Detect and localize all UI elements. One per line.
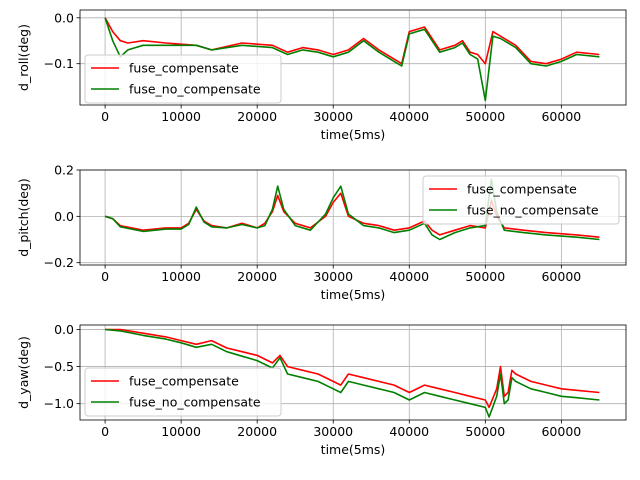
series-line-fuse_no_compensate [104, 17, 600, 102]
x-axis-label: time(5ms) [321, 442, 386, 457]
y-tick-label: −0.2 [44, 255, 74, 270]
y-axis-label: d_roll(deg) [16, 24, 31, 91]
x-tick-label: 50000 [465, 269, 505, 284]
legend-box [422, 175, 620, 225]
legend-label: fuse_compensate [467, 182, 577, 197]
x-tick-label: 0 [101, 424, 109, 439]
legend-label: fuse_no_compensate [129, 82, 261, 97]
series-line-fuse_compensate [105, 328, 600, 409]
x-tick-label: 60000 [541, 424, 581, 439]
x-tick-label: 60000 [541, 109, 581, 124]
x-tick-label: 10000 [161, 269, 201, 284]
x-tick-label: 50000 [465, 424, 505, 439]
x-tick-label: 30000 [313, 424, 353, 439]
legend: fuse_compensate fuse_no_compensate [422, 175, 620, 225]
y-tick-label: 0.0 [54, 322, 74, 337]
x-tick-label: 40000 [389, 109, 429, 124]
x-axis-label: time(5ms) [321, 127, 386, 142]
legend-box [84, 367, 282, 417]
x-tick-label: 60000 [541, 269, 581, 284]
x-axis-label: time(5ms) [321, 287, 386, 302]
x-tick-label: 10000 [161, 424, 201, 439]
y-axis-label: d_pitch(deg) [16, 178, 31, 257]
axes-frame [79, 169, 627, 266]
x-tick-label: 20000 [237, 269, 277, 284]
x-tick-label: 10000 [161, 109, 201, 124]
chart-panel-2: 0 10000 20000 30000 40000 50000 60000 0.2 0.0 −0.… [16, 163, 627, 302]
y-tick-label: −1.0 [44, 396, 74, 411]
legend: fuse_compensate fuse_no_compensate [84, 367, 282, 417]
y-tick-label: −0.1 [44, 56, 74, 71]
legend-label: fuse_compensate [129, 61, 239, 76]
legend-label: fuse_compensate [129, 374, 239, 389]
y-axis-label: d_yaw(deg) [16, 336, 31, 409]
legend-label: fuse_no_compensate [129, 395, 261, 410]
y-tick-label: 0.0 [54, 10, 74, 25]
x-tick-label: 20000 [237, 424, 277, 439]
axes-frame [79, 324, 627, 421]
y-tick-label: −0.5 [44, 359, 74, 374]
legend: fuse_compensate fuse_no_compensate [84, 54, 282, 104]
legend-box [84, 54, 282, 104]
chart-panel-1: 0 10000 20000 30000 40000 50000 60000 0.0 −0.1 ti… [16, 9, 627, 142]
chart-panel-3: 0 10000 20000 30000 40000 50000 60000 0.0 −0.5 −1… [16, 322, 627, 457]
x-tick-label: 40000 [389, 269, 429, 284]
x-tick-label: 0 [101, 109, 109, 124]
x-tick-label: 0 [101, 269, 109, 284]
x-tick-label: 40000 [389, 424, 429, 439]
x-tick-label: 20000 [237, 109, 277, 124]
x-tick-label: 50000 [465, 109, 505, 124]
x-tick-label: 30000 [313, 269, 353, 284]
x-tick-label: 30000 [313, 109, 353, 124]
axes-frame [79, 9, 627, 106]
series-line-fuse_no_compensate [105, 328, 600, 418]
legend-label: fuse_no_compensate [467, 203, 599, 218]
y-tick-label: 0.2 [54, 163, 74, 178]
y-tick-label: 0.0 [54, 209, 74, 224]
